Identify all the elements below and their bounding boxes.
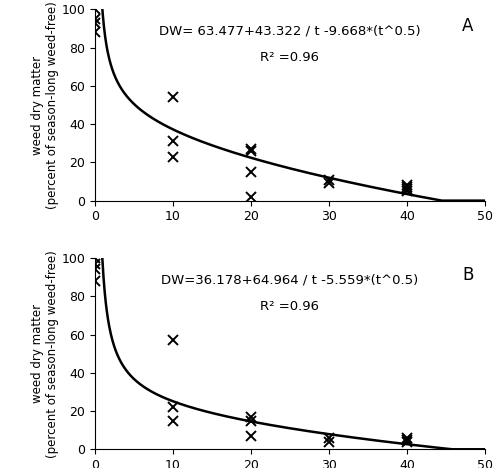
Text: B: B <box>462 266 473 284</box>
Y-axis label: weed dry matter
(percent of season-long weed-free): weed dry matter (percent of season-long … <box>30 1 58 209</box>
Y-axis label: weed dry matter
(percent of season-long weed-free): weed dry matter (percent of season-long … <box>30 250 58 458</box>
Text: R² =0.96: R² =0.96 <box>260 300 320 313</box>
Text: A: A <box>462 17 473 35</box>
Text: DW=36.178+64.964 / t -5.559*(t^0.5): DW=36.178+64.964 / t -5.559*(t^0.5) <box>162 273 418 286</box>
Text: DW= 63.477+43.322 / t -9.668*(t^0.5): DW= 63.477+43.322 / t -9.668*(t^0.5) <box>159 25 421 37</box>
Text: R² =0.96: R² =0.96 <box>260 51 320 65</box>
